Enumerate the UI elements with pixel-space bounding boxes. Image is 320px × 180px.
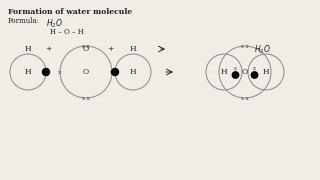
Text: x: x: [58, 69, 62, 75]
Text: H: H: [25, 68, 31, 76]
Text: x x: x x: [241, 96, 249, 100]
Circle shape: [232, 72, 239, 78]
Text: $H_2O$: $H_2O$: [46, 17, 63, 30]
Text: Formula:: Formula:: [8, 17, 40, 25]
Text: +: +: [107, 45, 113, 53]
Text: H: H: [221, 68, 227, 76]
Text: H – O – H: H – O – H: [50, 28, 84, 36]
Circle shape: [251, 72, 258, 78]
Text: x x: x x: [82, 44, 90, 48]
Text: O: O: [242, 68, 248, 76]
Text: Formation of water molecule: Formation of water molecule: [8, 8, 132, 16]
Circle shape: [43, 69, 50, 75]
Text: H: H: [25, 45, 31, 53]
Text: H: H: [263, 68, 269, 76]
Text: x: x: [110, 69, 114, 75]
Text: x: x: [253, 66, 256, 71]
Text: x x: x x: [241, 44, 249, 48]
Circle shape: [111, 69, 118, 75]
Text: H: H: [130, 45, 136, 53]
Text: O: O: [83, 45, 89, 53]
Text: +: +: [45, 45, 51, 53]
Text: $H_2O$: $H_2O$: [254, 43, 272, 55]
Text: x: x: [234, 66, 237, 71]
Text: x x: x x: [82, 96, 90, 100]
Text: H: H: [130, 68, 136, 76]
Text: O: O: [83, 68, 89, 76]
